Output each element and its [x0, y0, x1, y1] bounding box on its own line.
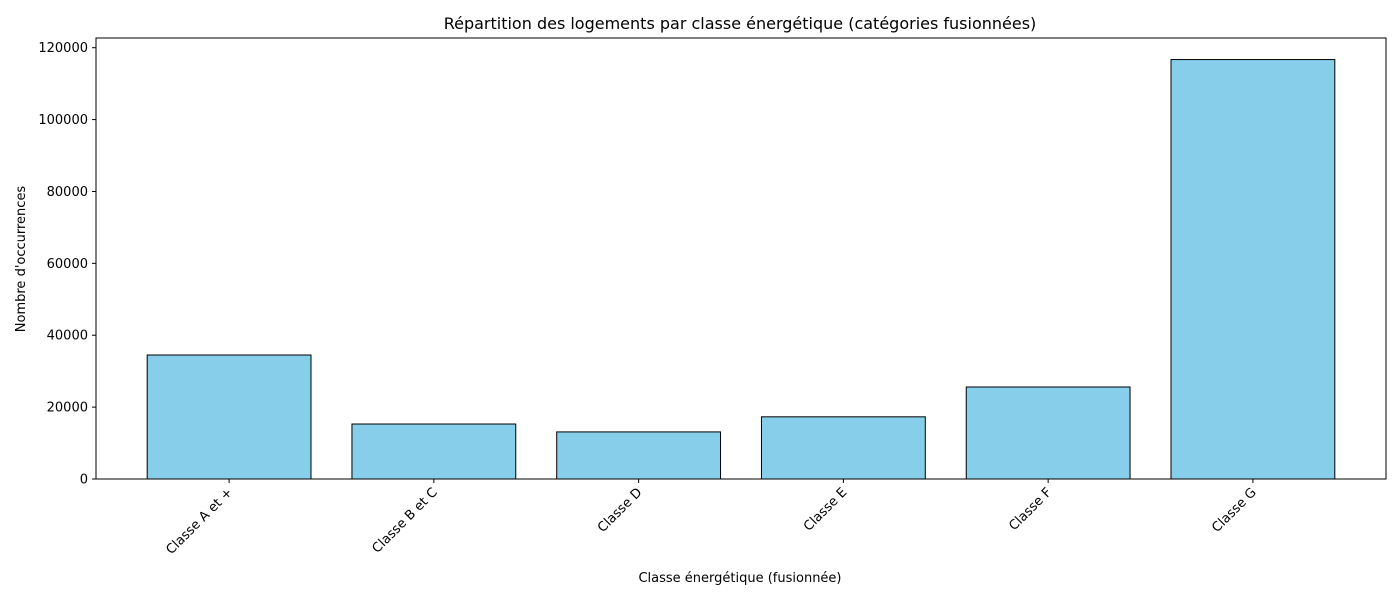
y-axis-ticks: 0 20000 40000 60000 80000 100000 120000: [38, 41, 96, 488]
x-tick-label: Classe D: [595, 485, 645, 535]
y-tick-label: 40000: [47, 329, 88, 344]
x-tick-label: Classe A et +: [163, 485, 235, 557]
y-tick-label: 120000: [38, 41, 88, 56]
x-tick-label: Classe B et C: [369, 485, 440, 556]
y-axis-label: Nombre d'occurrences: [14, 186, 29, 333]
chart-title: Répartition des logements par classe éne…: [444, 14, 1037, 33]
x-tick-label: Classe G: [1209, 485, 1259, 535]
bar: [146, 354, 312, 480]
y-tick-label: 0: [80, 473, 88, 488]
bar: [965, 386, 1131, 480]
bar: [1170, 59, 1336, 480]
plot-frame: [95, 37, 1387, 480]
x-axis-ticks: Classe A et + Classe B et C Classe D Classe…: [163, 479, 1260, 558]
bars-group: [146, 59, 1336, 480]
bar: [760, 416, 926, 480]
bar: [351, 423, 517, 480]
x-axis-label: Classe énergétique (fusionnée): [638, 571, 841, 586]
y-tick-label: 100000: [38, 113, 88, 128]
y-tick-label: 60000: [47, 257, 88, 272]
y-tick-label: 20000: [47, 401, 88, 416]
bar: [556, 431, 722, 480]
y-tick-label: 80000: [47, 185, 88, 200]
x-tick-label: Classe E: [801, 485, 850, 534]
x-tick-label: Classe F: [1006, 485, 1055, 534]
